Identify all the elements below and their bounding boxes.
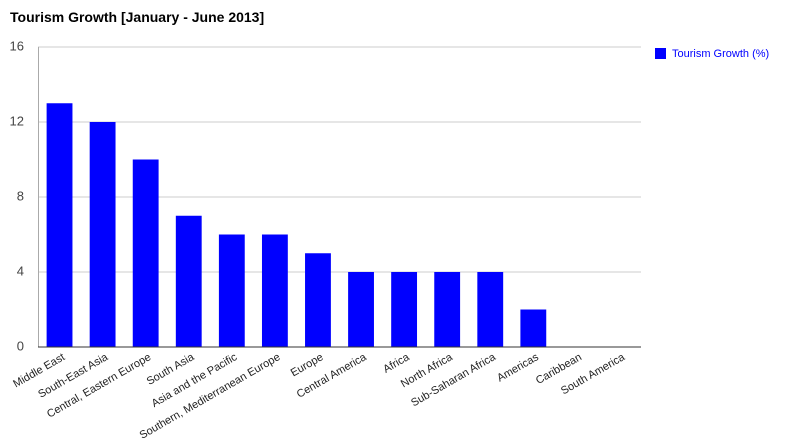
bar	[89, 122, 116, 347]
bar	[46, 103, 73, 347]
y-tick-label: 8	[17, 188, 24, 203]
bar	[132, 159, 159, 347]
y-tick-label: 12	[10, 113, 24, 128]
bar	[305, 253, 331, 347]
bar	[520, 309, 547, 347]
x-tick-label: Americas	[495, 351, 541, 385]
bar	[348, 272, 374, 347]
bar	[261, 234, 288, 347]
y-tick-label: 4	[17, 263, 24, 278]
y-tick-label: 0	[17, 338, 24, 353]
y-tick-label: 16	[10, 38, 24, 53]
chart-title: Tourism Growth [January - June 2013]	[10, 9, 264, 25]
x-tick-label: Africa	[381, 351, 412, 376]
legend-label: Tourism Growth (%)	[672, 48, 769, 60]
bar	[434, 272, 461, 347]
bar	[218, 234, 245, 347]
bar	[477, 272, 504, 347]
bar	[391, 272, 418, 347]
legend-swatch	[655, 48, 666, 59]
bar	[175, 215, 202, 347]
